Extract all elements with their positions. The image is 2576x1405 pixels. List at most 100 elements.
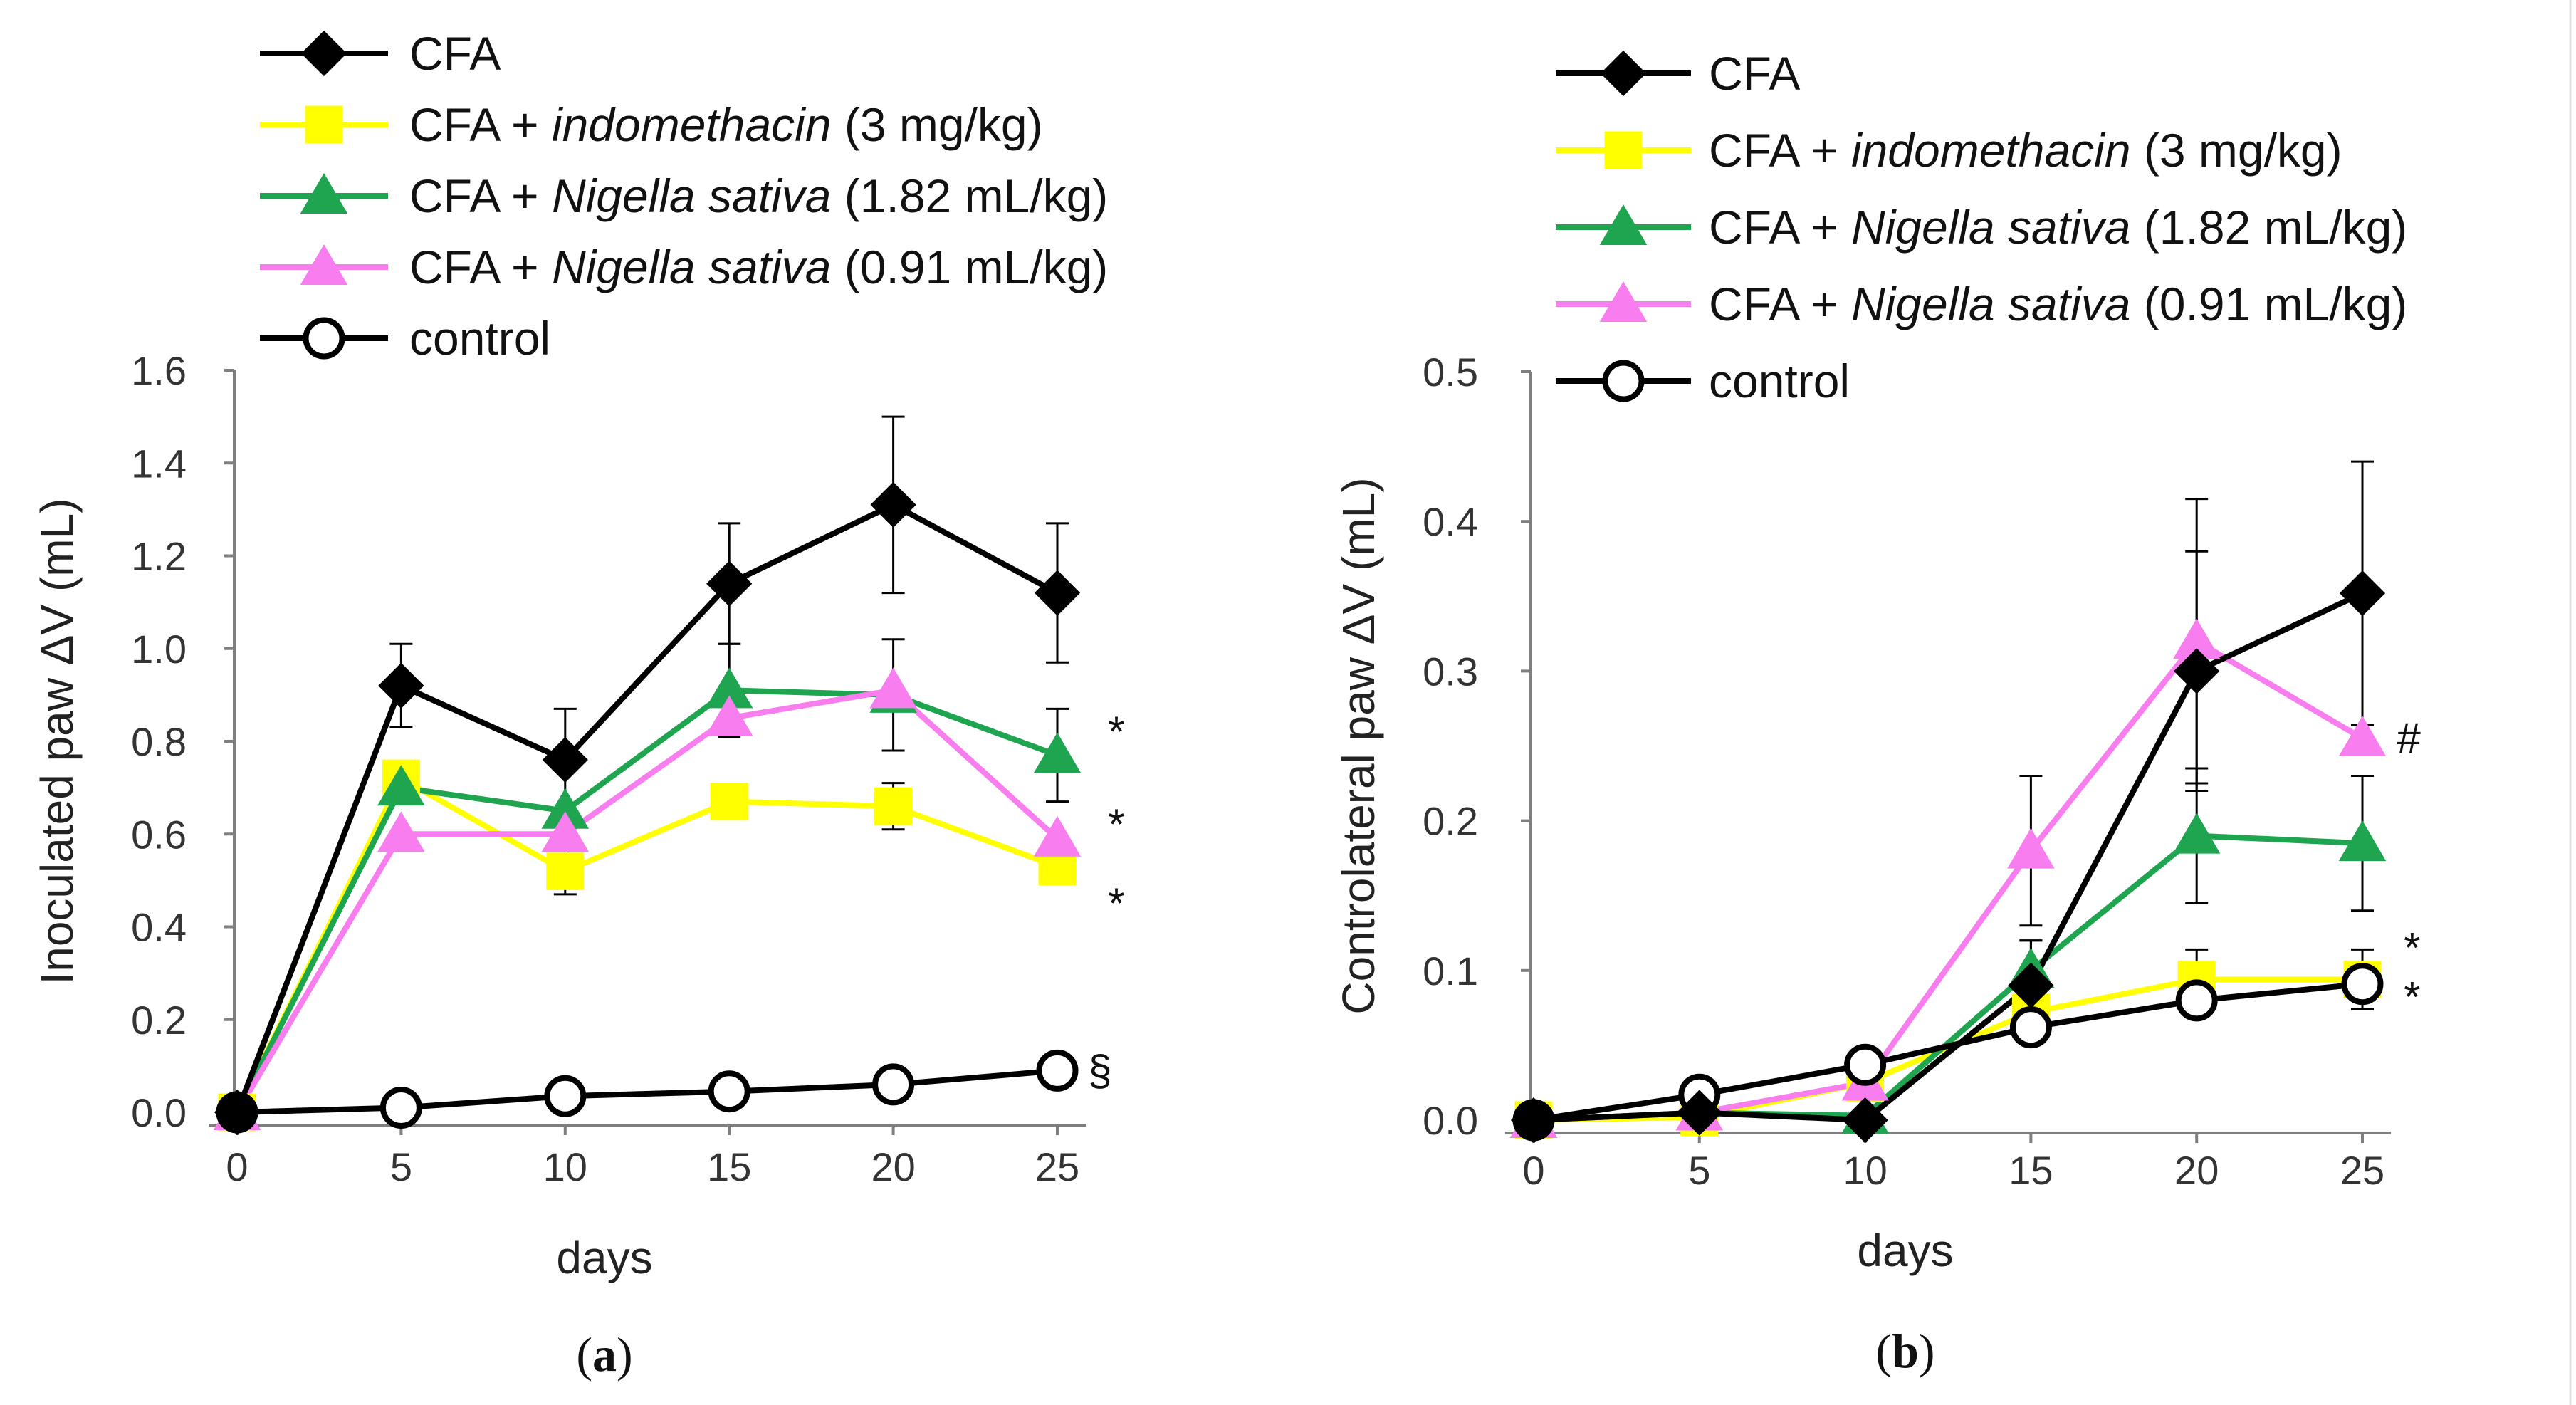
- panel-label-letter: b: [1892, 1324, 1919, 1378]
- data-point: [708, 1070, 750, 1113]
- significance-mark: *: [1108, 800, 1124, 848]
- y-tick-label: 0.1: [1423, 949, 1478, 993]
- legend-marker: [1602, 360, 1645, 402]
- legend-label-prefix: control: [1709, 355, 1850, 407]
- y-axis-title: Controlateral paw ΔV (mL): [1333, 477, 1384, 1014]
- data-point: [378, 662, 424, 709]
- legend-label-prefix: CFA +: [1709, 201, 1851, 254]
- x-tick-label: 25: [2340, 1148, 2384, 1193]
- data-point: [870, 481, 916, 528]
- legend-label-italic: Nigella sativa: [552, 169, 832, 222]
- x-tick-label: 5: [390, 1144, 412, 1189]
- series-line: [234, 687, 1059, 1114]
- data-point: [379, 1086, 422, 1129]
- data-point: [2339, 570, 2386, 617]
- data-point: [872, 1063, 915, 1106]
- data-point: [1033, 815, 1082, 857]
- panel-b: 0.0 0.1 0.2 0.3 0.4 0.5 0 5 10 15 20 25 days Controla…: [1333, 47, 2421, 1378]
- y-tick-label: 0.0: [1423, 1098, 1478, 1143]
- y-axis-title: Inoculated paw ΔV (mL): [31, 498, 83, 984]
- y-tick-label: 0.6: [131, 812, 187, 857]
- data-point: [2338, 820, 2387, 862]
- legend-marker: [300, 244, 348, 285]
- y-tick-label: 0.8: [131, 719, 187, 764]
- data-point: [544, 1075, 587, 1117]
- significance-mark: §: [1088, 1046, 1111, 1094]
- data-point: [1036, 1049, 1079, 1092]
- data-point: [546, 852, 585, 890]
- legend-label: CFA: [409, 27, 501, 80]
- y-tick-label: 0.4: [131, 905, 187, 950]
- y-tick-label: 0.3: [1423, 649, 1478, 694]
- x-tick-label: 15: [2009, 1148, 2053, 1193]
- legend-label: CFA: [1709, 47, 1800, 100]
- panel-label-close: ): [617, 1327, 633, 1382]
- legend-label: CFA + Nigella sativa (0.91 mL/kg): [1709, 278, 2407, 330]
- data-point: [2175, 979, 2218, 1022]
- legend-label-suffix: (0.91 mL/kg): [831, 241, 1108, 293]
- data-point: [869, 667, 917, 709]
- legend-marker: [1600, 50, 1647, 97]
- legend-label-prefix: CFA +: [409, 169, 552, 222]
- data-point: [2172, 813, 2221, 854]
- legend-label-italic: Nigella sativa: [552, 241, 832, 293]
- legend-label-prefix: CFA: [409, 27, 501, 80]
- x-tick-label: 5: [1688, 1148, 1710, 1193]
- legend-marker: [305, 105, 343, 144]
- series-line: [234, 687, 1059, 1114]
- legend-label: CFA + indomethacin (3 mg/kg): [409, 98, 1043, 151]
- x-tick-label: 15: [707, 1144, 751, 1189]
- significance-mark: *: [2404, 924, 2420, 971]
- legend-marker: [1599, 281, 1648, 322]
- legend-label: CFA + Nigella sativa (1.82 mL/kg): [409, 169, 1108, 222]
- series-line: [1533, 590, 2364, 1123]
- data-point: [710, 783, 748, 821]
- legend-label: CFA + Nigella sativa (1.82 mL/kg): [1709, 201, 2407, 254]
- panel-label: (a): [576, 1327, 632, 1382]
- legend-label-suffix: (1.82 mL/kg): [831, 169, 1108, 222]
- legend-label-suffix: (1.82 mL/kg): [2130, 201, 2407, 254]
- y-tick-label: 0.2: [131, 998, 187, 1043]
- legend-label-italic: indomethacin: [1851, 124, 2131, 177]
- significance-mark: *: [2404, 973, 2420, 1021]
- data-point: [1034, 570, 1081, 616]
- legend-label-prefix: CFA: [1709, 47, 1800, 100]
- legend-label-prefix: CFA +: [1709, 124, 1851, 177]
- significance-mark: *: [1108, 708, 1124, 756]
- legend-label-italic: Nigella sativa: [1851, 278, 2131, 330]
- x-tick-label: 20: [2174, 1148, 2219, 1193]
- y-tick-label: 1.6: [131, 348, 187, 393]
- y-tick-label: 0.0: [131, 1090, 187, 1135]
- legend-label-italic: Nigella sativa: [1851, 201, 2131, 254]
- data-point: [541, 811, 590, 852]
- data-point: [1033, 732, 1082, 773]
- significance-mark: *: [1108, 879, 1124, 927]
- data-point: [2009, 1006, 2052, 1049]
- x-axis-title: days: [1857, 1225, 1953, 1276]
- x-tick-label: 0: [226, 1144, 248, 1189]
- data-point: [2007, 827, 2055, 869]
- legend-label-prefix: CFA +: [1709, 278, 1851, 330]
- legend-marker: [303, 317, 345, 360]
- data-point: [1842, 1097, 1888, 1144]
- y-tick-label: 1.4: [131, 441, 187, 486]
- panel-a: 0.0 0.2 0.4 0.6 0.8 1.0 1.2 1.4 1.6 0 5 10 15 20 25 day…: [31, 27, 1125, 1382]
- legend-marker: [300, 30, 347, 77]
- data-point: [2174, 648, 2220, 694]
- significance-mark: #: [2397, 714, 2421, 762]
- legend-label-suffix: (3 mg/kg): [832, 98, 1043, 151]
- panel-label-letter: a: [592, 1327, 617, 1382]
- series-line: [234, 775, 1059, 1114]
- data-point: [377, 765, 425, 806]
- x-tick-label: 10: [543, 1144, 587, 1189]
- y-tick-label: 1.0: [131, 627, 187, 672]
- data-point: [377, 811, 425, 852]
- data-point: [1510, 1097, 1557, 1144]
- y-tick-label: 0.2: [1423, 799, 1478, 844]
- legend-label-prefix: CFA +: [409, 98, 552, 151]
- data-point: [874, 787, 913, 825]
- panel-label-open: (: [576, 1327, 592, 1382]
